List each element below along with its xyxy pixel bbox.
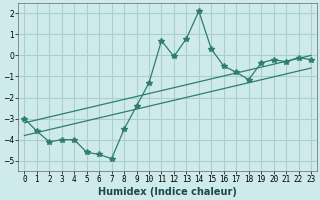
X-axis label: Humidex (Indice chaleur): Humidex (Indice chaleur) (98, 187, 237, 197)
